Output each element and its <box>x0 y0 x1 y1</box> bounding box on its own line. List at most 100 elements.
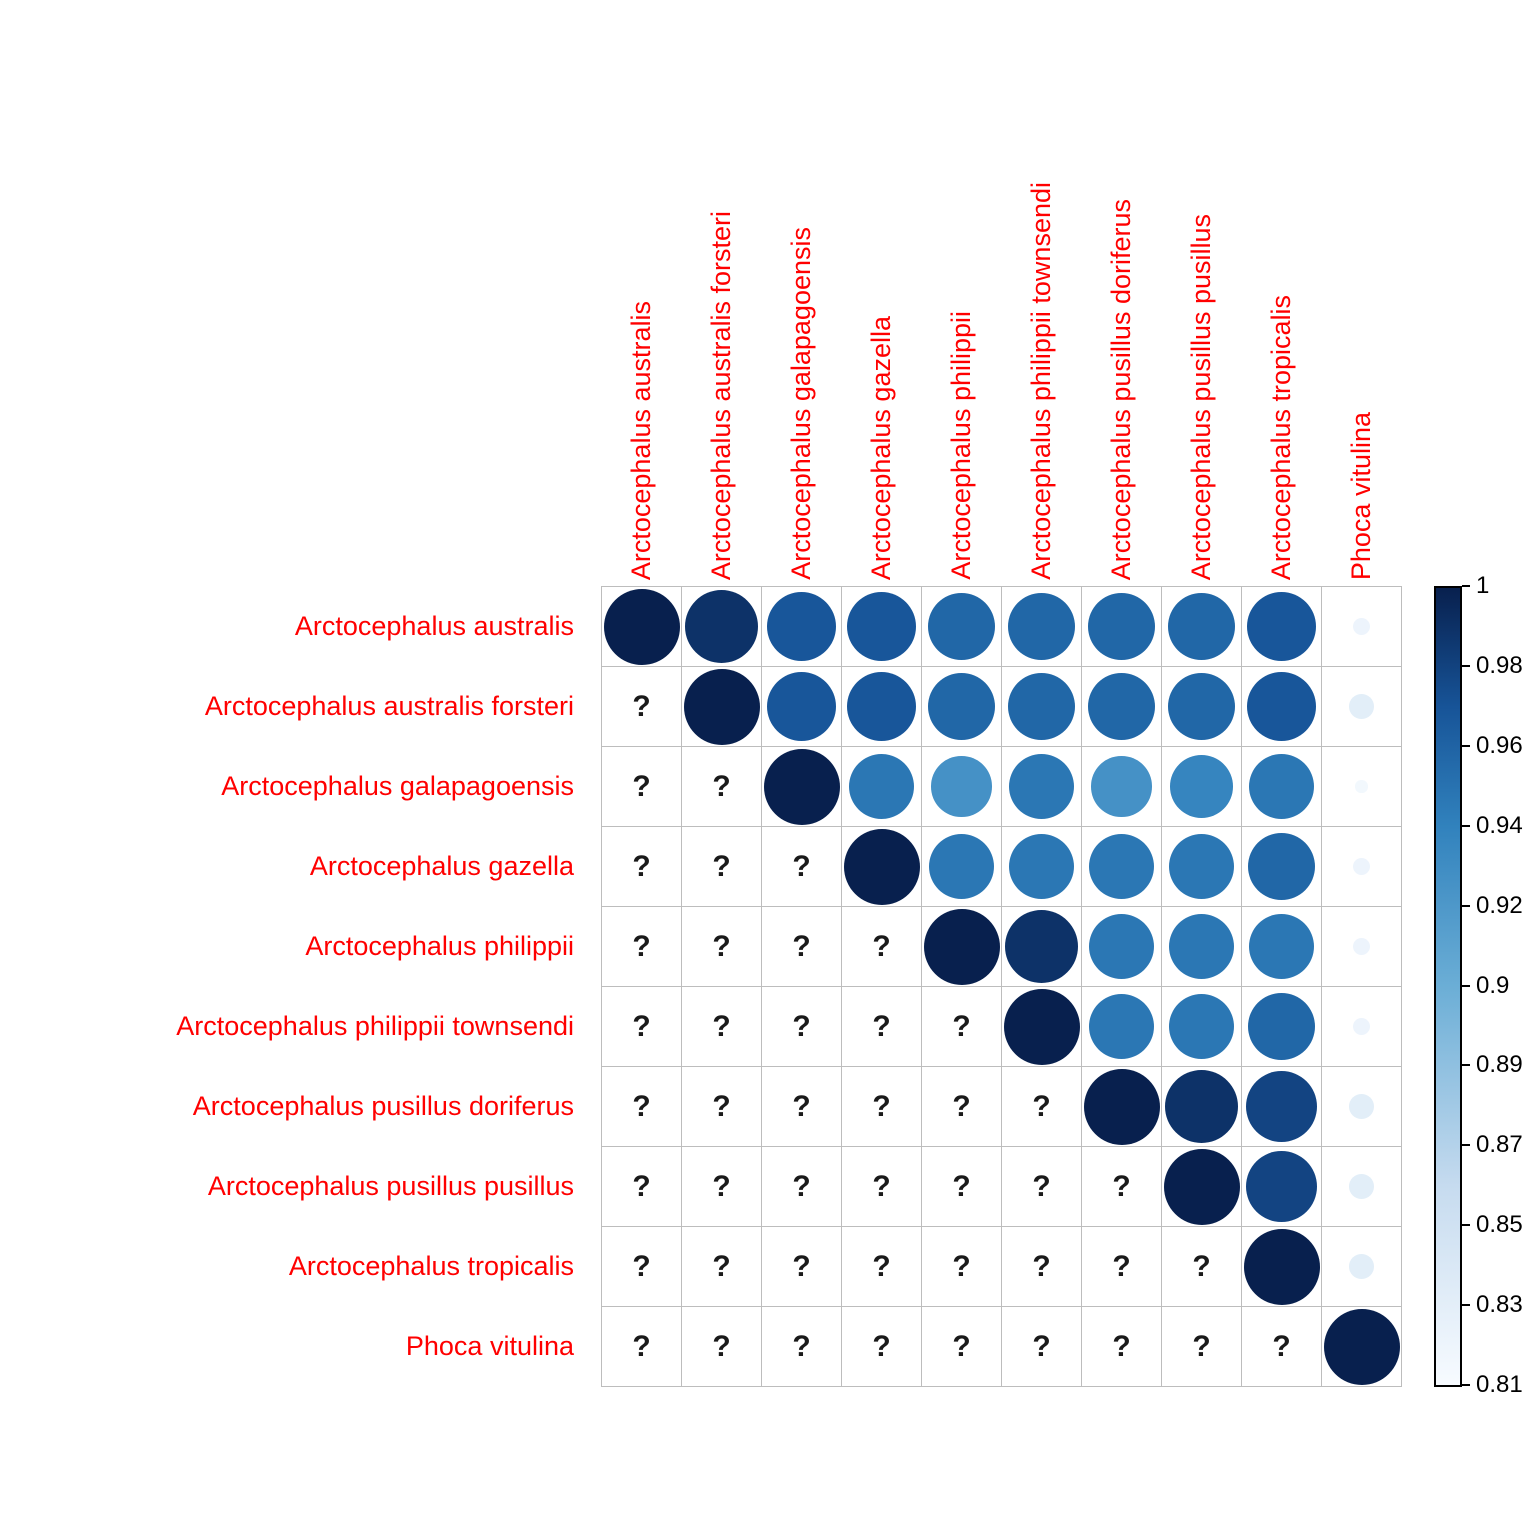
matrix-cell-r8-c9 <box>1322 1227 1401 1306</box>
missing-value-mark: ? <box>1032 1089 1051 1123</box>
matrix-cell-r9-c3: ? <box>842 1307 921 1386</box>
correlation-circle <box>1243 1228 1320 1305</box>
column-label-slot-0: Arctocephalus australis <box>601 60 681 580</box>
matrix-cell-r7-c4: ? <box>922 1147 1001 1226</box>
matrix-cell-r3-c2: ? <box>762 827 841 906</box>
matrix-cell-r2-c8 <box>1242 747 1321 826</box>
correlation-circle <box>1168 913 1235 980</box>
matrix-cell-r0-c6 <box>1082 587 1161 666</box>
correlation-circle <box>1163 1148 1240 1225</box>
column-label-slot-3: Arctocephalus gazella <box>841 60 921 580</box>
column-label-slot-8: Arctocephalus tropicalis <box>1241 60 1321 580</box>
correlation-circle <box>927 672 996 741</box>
matrix-cell-r1-c0: ? <box>602 667 681 746</box>
missing-value-mark: ? <box>632 849 651 883</box>
correlation-circle <box>1245 1150 1318 1223</box>
column-label-0: Arctocephalus australis <box>625 300 656 580</box>
matrix-cell-r0-c5 <box>1002 587 1081 666</box>
missing-value-mark: ? <box>1192 1329 1211 1363</box>
matrix-cell-r6-c3: ? <box>842 1067 921 1146</box>
row-label-1: Arctocephalus australis forsteri <box>204 691 574 721</box>
correlation-circle <box>1170 755 1233 818</box>
missing-value-mark: ? <box>712 1089 731 1123</box>
correlation-circle <box>1087 592 1156 661</box>
correlation-circle <box>1349 1094 1374 1119</box>
correlation-circle <box>1167 592 1236 661</box>
colorbar-tick <box>1462 664 1470 667</box>
row-label-5: Arctocephalus philippii townsendi <box>176 1011 574 1041</box>
colorbar-tick-label: 0.94 <box>1476 811 1523 839</box>
matrix-cell-r9-c8: ? <box>1242 1307 1321 1386</box>
colorbar-tick <box>1462 824 1470 827</box>
correlation-circle <box>1168 993 1235 1060</box>
column-label-8: Arctocephalus tropicalis <box>1265 294 1296 580</box>
matrix-cell-r7-c2: ? <box>762 1147 841 1226</box>
missing-value-mark: ? <box>712 1169 731 1203</box>
column-label-2: Arctocephalus galapagoensis <box>785 227 816 580</box>
matrix-cell-r3-c3 <box>842 827 921 906</box>
matrix-cell-r7-c5: ? <box>1002 1147 1081 1226</box>
matrix-cell-r8-c4: ? <box>922 1227 1001 1306</box>
correlation-circle <box>1088 993 1155 1060</box>
matrix-cell-r6-c7 <box>1162 1067 1241 1146</box>
missing-value-mark: ? <box>792 1089 811 1123</box>
colorbar-tick <box>1462 984 1470 987</box>
correlation-circle <box>843 828 920 905</box>
missing-value-mark: ? <box>632 929 651 963</box>
correlation-circle <box>1167 672 1236 741</box>
row-label-4: Arctocephalus philippii <box>305 931 574 961</box>
colorbar-tick <box>1462 904 1470 907</box>
correlation-circle <box>1349 694 1374 719</box>
colorbar-tick-label: 0.96 <box>1476 731 1523 759</box>
column-labels: Arctocephalus australis Arctocephalus aus… <box>601 60 1401 580</box>
matrix-cell-r2-c2 <box>762 747 841 826</box>
matrix-cell-r5-c6 <box>1082 987 1161 1066</box>
correlation-circle <box>1008 753 1075 820</box>
column-label-slot-1: Arctocephalus australis forsteri <box>681 60 761 580</box>
correlation-circle <box>848 753 915 820</box>
column-label-slot-9: Phoca vitulina <box>1321 60 1401 580</box>
matrix-cell-r4-c9 <box>1322 907 1401 986</box>
missing-value-mark: ? <box>1272 1329 1291 1363</box>
missing-value-mark: ? <box>792 1009 811 1043</box>
matrix-cell-r1-c3 <box>842 667 921 746</box>
missing-value-mark: ? <box>632 1169 651 1203</box>
matrix-cell-r4-c5 <box>1002 907 1081 986</box>
missing-value-mark: ? <box>872 1249 891 1283</box>
matrix-cell-r8-c1: ? <box>682 1227 761 1306</box>
matrix-cell-r1-c5 <box>1002 667 1081 746</box>
matrix-cell-r0-c7 <box>1162 587 1241 666</box>
column-label-5: Arctocephalus philippii townsendi <box>1025 182 1056 580</box>
missing-value-mark: ? <box>632 769 651 803</box>
matrix-cell-r5-c1: ? <box>682 987 761 1066</box>
matrix-cell-r8-c7: ? <box>1162 1227 1241 1306</box>
column-label-1: Arctocephalus australis forsteri <box>705 210 736 580</box>
matrix-cell-r2-c4 <box>922 747 1001 826</box>
correlation-circle <box>1083 1068 1160 1145</box>
correlation-circle <box>931 756 992 817</box>
correlation-circle <box>1247 832 1316 901</box>
missing-value-mark: ? <box>792 849 811 883</box>
matrix-cell-r4-c8 <box>1242 907 1321 986</box>
matrix-cell-r0-c9 <box>1322 587 1401 666</box>
column-label-slot-2: Arctocephalus galapagoensis <box>761 60 841 580</box>
correlation-matrix: ????????????????????????????????????????… <box>601 586 1402 1387</box>
correlation-circle <box>1008 833 1075 900</box>
row-label-2: Arctocephalus galapagoensis <box>221 771 574 801</box>
missing-value-mark: ? <box>632 1089 651 1123</box>
correlation-circle <box>1349 1174 1374 1199</box>
correlation-circle <box>1003 988 1080 1065</box>
matrix-cell-r7-c3: ? <box>842 1147 921 1226</box>
correlation-circle <box>1247 992 1316 1061</box>
colorbar-gradient <box>1434 586 1462 1387</box>
column-label-9: Phoca vitulina <box>1345 411 1376 580</box>
correlation-circle <box>766 671 837 742</box>
matrix-cell-r8-c6: ? <box>1082 1227 1161 1306</box>
missing-value-mark: ? <box>712 1009 731 1043</box>
missing-value-mark: ? <box>952 1009 971 1043</box>
matrix-cell-r1-c7 <box>1162 667 1241 746</box>
column-label-6: Arctocephalus pusillus doriferus <box>1105 198 1136 580</box>
matrix-cell-r6-c8 <box>1242 1067 1321 1146</box>
matrix-cell-r0-c4 <box>922 587 1001 666</box>
